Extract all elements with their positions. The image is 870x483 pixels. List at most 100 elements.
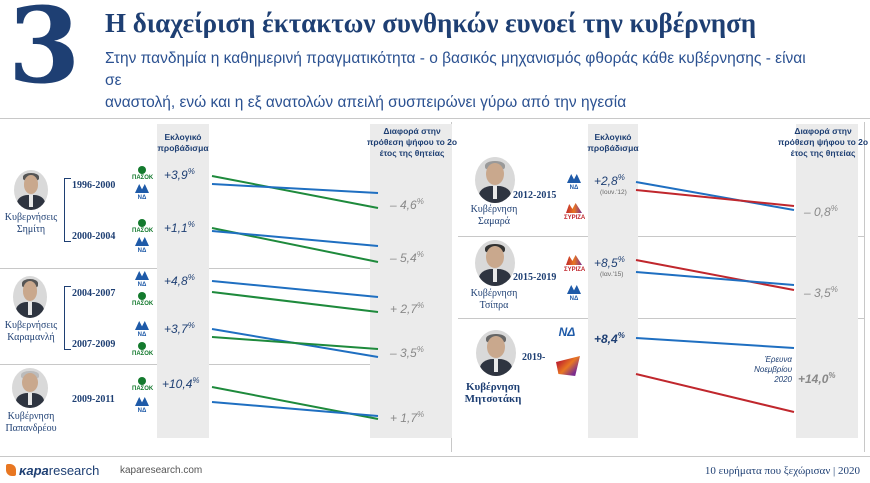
election-value-text: +2,8: [594, 174, 618, 188]
period-2007: 2007-2009: [72, 339, 116, 350]
diff-value-text: – 3,5: [390, 346, 417, 360]
nd-logo: ΝΔ: [132, 279, 152, 291]
left-election-header: Εκλογικό προβάδισμα: [157, 132, 209, 153]
diff-value-2012: – 0,8%: [804, 204, 838, 219]
election-value-2007: +3,7%: [164, 321, 195, 336]
karamanlis-label: Κυβερνήσεις Καραμανλή: [4, 320, 58, 343]
nd-logo: ΝΔ: [132, 245, 152, 257]
left-group-rule-1: [0, 268, 440, 269]
pct-sign: %: [617, 255, 625, 264]
diff-value-text: – 0,8: [804, 205, 831, 219]
syriza-logo: [556, 356, 580, 376]
election-value-text: +8,4: [594, 332, 618, 346]
winner-line-2019-: [635, 337, 795, 349]
election-note-2012: (Ιουν.'12): [600, 189, 627, 196]
pct-sign: %: [187, 273, 195, 282]
nd-logo: ΝΔ: [132, 405, 152, 417]
pasok-logo: ΠΑΣΟΚ: [132, 377, 153, 395]
pct-sign: %: [416, 197, 424, 206]
right-group-rule-2: [458, 318, 864, 319]
pasok-logo: ΠΑΣΟΚ: [132, 219, 153, 237]
election-value-2019: +8,4%: [594, 331, 625, 346]
runnerup-line-2000-2004: [211, 230, 379, 247]
papandreou-portrait: [12, 368, 48, 408]
diff-value-2015: – 3,5%: [804, 285, 838, 300]
diff-value-text: – 3,5: [804, 286, 831, 300]
runnerup-line-2007-2009: [211, 336, 379, 350]
period-2000: 2000-2004: [72, 231, 116, 242]
left-diff-header: Διαφορά στην πρόθεση ψήφου το 2ο έτος τη…: [366, 126, 458, 158]
election-value-1996: +3,9%: [164, 167, 195, 182]
period-2015: 2015-2019: [513, 272, 557, 283]
election-value-2015: +8,5%: [594, 255, 625, 270]
election-value-2000: +1,1%: [164, 220, 195, 235]
election-note-2015: (Ιαν.'15): [600, 271, 624, 278]
right-edge-rule: [864, 122, 865, 452]
diff-value-text: + 1,7: [390, 411, 418, 425]
brand-name-a: κapa: [19, 463, 49, 478]
footer-rule: [0, 456, 870, 457]
runnerup-line-1996-2000: [211, 183, 379, 194]
election-value-2009: +10,4%: [162, 376, 200, 391]
election-value-text: +4,8: [164, 274, 188, 288]
period-2019: 2019-: [522, 352, 546, 363]
period-2012: 2012-2015: [513, 190, 557, 201]
diff-value-text: – 5,4: [390, 251, 417, 265]
nd-logo: ΝΔ: [132, 192, 152, 204]
subtitle-line-1: Στην πανδημία η καθημερινή πραγματικότητ…: [105, 50, 806, 89]
pct-sign: %: [416, 250, 424, 259]
period-2004: 2004-2007: [72, 288, 116, 299]
nd-logo: ΝΔ: [558, 325, 576, 339]
pct-sign: %: [187, 167, 195, 176]
election-value-text: +3,7: [164, 322, 188, 336]
runnerup-line-2004-2007: [211, 291, 379, 313]
left-group-rule-2: [0, 364, 440, 365]
diff-value-2009: + 1,7%: [390, 410, 424, 425]
period-2009: 2009-2011: [72, 394, 115, 405]
subtitle-line-2: αναστολή, ενώ και η εξ ανατολών απειλή σ…: [105, 94, 627, 111]
right-diff-header: Διαφορά στην πρόθεση ψήφου το 2ο έτος τη…: [777, 126, 869, 158]
right-election-band: [588, 124, 638, 438]
tsipras-portrait: [475, 240, 515, 286]
election-value-2004: +4,8%: [164, 273, 195, 288]
nd-logo: ΝΔ: [132, 329, 152, 341]
section-number: 3: [8, 0, 81, 107]
pct-sign: %: [417, 301, 425, 310]
diff-value-2007: – 3,5%: [390, 345, 424, 360]
simitis-portrait: [14, 170, 48, 210]
tsipras-label: Κυβέρνηση Τσίπρα: [470, 288, 518, 311]
page-subtitle: Στην πανδημία η καθημερινή πραγματικότητ…: [105, 48, 825, 114]
pct-sign: %: [617, 331, 625, 340]
samaras-portrait: [475, 157, 515, 203]
diff-value-1996: – 4,6%: [390, 197, 424, 212]
diff-value-text: +14,0: [798, 372, 829, 386]
pct-sign: %: [417, 410, 425, 419]
samaras-label: Κυβέρνηση Σαμαρά: [470, 204, 518, 227]
winner-line-1996-2000: [211, 175, 379, 209]
survey-note: Έρευνα Νοεμβρίου 2020: [754, 355, 792, 384]
syriza-logo: ΣΥΡΙΖΑ: [564, 264, 585, 276]
mitsotakis-label: Κυβέρνηση Μητσοτάκη: [464, 381, 522, 405]
pct-sign: %: [192, 376, 200, 385]
left-diff-band: [370, 124, 452, 438]
winner-line-2015-2019: [635, 259, 795, 291]
right-group-rule-1: [458, 236, 864, 237]
pasok-logo: ΠΑΣΟΚ: [132, 292, 153, 310]
election-value-text: +10,4: [162, 377, 193, 391]
diff-value-2000: – 5,4%: [390, 250, 424, 265]
runnerup-line-2015-2019: [635, 271, 795, 286]
brand-name-b: research: [48, 463, 100, 478]
nd-logo: ΝΔ: [564, 182, 584, 194]
election-value-text: +3,9: [164, 168, 188, 182]
brand-icon: [6, 464, 16, 476]
footer-url[interactable]: kaparesearch.com: [120, 465, 203, 476]
period-1996: 1996-2000: [72, 180, 116, 191]
election-value-2012: +2,8%: [594, 173, 625, 188]
runnerup-line-2012-2015: [635, 189, 795, 207]
winner-line-2012-2015: [635, 181, 795, 211]
brand-logo: κaparesearch: [6, 463, 99, 478]
page-title: Η διαχείριση έκτακτων συνθηκών ευνοεί τη…: [105, 8, 757, 38]
right-election-header: Εκλογικό προβάδισμα: [587, 132, 639, 153]
pasok-logo: ΠΑΣΟΚ: [132, 342, 153, 360]
